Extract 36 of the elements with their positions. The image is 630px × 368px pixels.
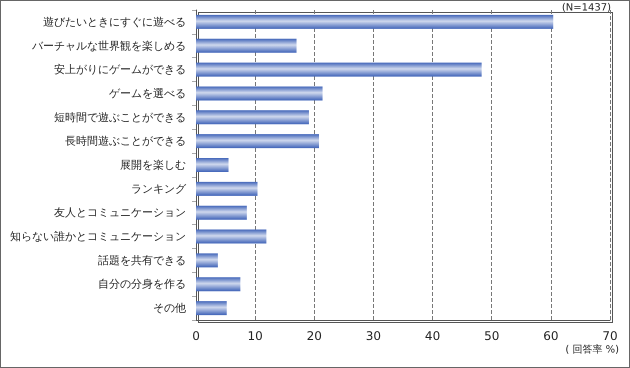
x-tick-label: 60 [543, 329, 558, 343]
x-tick-label: 20 [306, 329, 322, 343]
x-tick-label: 30 [366, 329, 382, 343]
annotation: (N=1437) [562, 2, 612, 14]
y-tick-label: その他 [153, 302, 186, 315]
bar [196, 182, 258, 196]
bar [196, 62, 482, 77]
x-tick-label: 40 [424, 329, 440, 343]
bar [196, 134, 320, 148]
y-tick-label: 短時間で遊ぶことができる [54, 110, 186, 124]
y-tick-label: 知らない誰かとコミュニケーション [10, 230, 186, 244]
y-tick-label: 自分の分身を作る [98, 278, 186, 291]
bar [196, 38, 297, 53]
x-tick-label: 10 [248, 329, 263, 343]
x-tick-label: 50 [484, 329, 500, 343]
y-tick-label: ゲームを選べる [109, 86, 186, 100]
bar [196, 14, 554, 29]
y-tick-label: 長時間遊ぶことができる [65, 134, 186, 148]
y-tick-label: 遊びたいときにすぐに遊べる [43, 15, 186, 28]
bar [196, 158, 229, 172]
bar [196, 301, 227, 316]
x-axis-title: ( 回答率 %) [565, 344, 620, 356]
y-tick-label: 友人とコミュニケーション [54, 206, 186, 220]
y-tick-label: バーチャルな世界観を楽しめる [31, 39, 186, 52]
bar [196, 86, 323, 100]
bar [196, 206, 247, 220]
y-tick-label: ランキング [131, 182, 187, 196]
y-tick-label: 展開を楽しむ [120, 158, 186, 172]
bar [196, 230, 266, 244]
x-tick-label: 0 [192, 329, 200, 343]
bar [196, 277, 240, 292]
y-tick-label: 話題を共有できる [98, 254, 186, 267]
x-tick-label: 70 [602, 329, 618, 343]
bar [196, 253, 218, 268]
y-tick-label: 安上がりにゲームができる [54, 63, 186, 76]
bar [196, 110, 309, 124]
